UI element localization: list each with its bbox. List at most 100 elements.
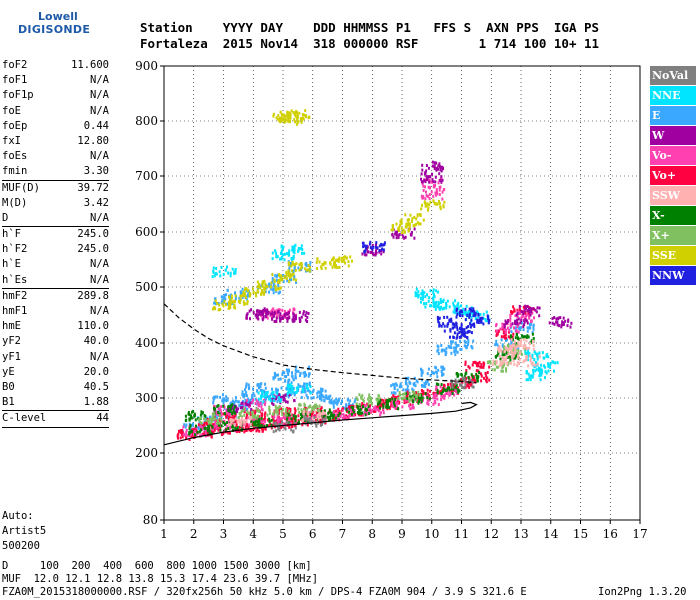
echo-point [258, 429, 261, 433]
echo-point [227, 417, 230, 421]
echo-point [209, 415, 211, 419]
echo-point [501, 322, 504, 326]
echo-point [271, 414, 274, 418]
echo-point [292, 414, 295, 418]
echo-point [374, 243, 377, 247]
echo-point [393, 391, 396, 395]
echo-point [472, 307, 475, 311]
echo-point [404, 388, 407, 392]
echo-point [386, 402, 389, 405]
echo-point [286, 279, 289, 283]
echo-point [292, 315, 295, 319]
y-tick-label: 700 [135, 169, 158, 183]
echo-point [434, 393, 437, 396]
echo-point [258, 415, 261, 419]
echo-point [229, 271, 232, 275]
echo-point [282, 414, 285, 418]
echo-point [441, 367, 444, 371]
param-value: 245.0 [77, 243, 109, 256]
echo-point [304, 314, 307, 317]
echo-point [424, 295, 427, 299]
param-row: h`F 245.0 [2, 227, 109, 242]
param-value: 40.5 [83, 380, 109, 393]
param-name: B1 [2, 396, 15, 409]
echo-point [501, 361, 504, 365]
echo-point [285, 312, 288, 316]
echo-point [436, 391, 439, 395]
echo-point [408, 395, 411, 399]
echo-point [500, 363, 503, 367]
echo-point [231, 300, 234, 304]
echo-point [319, 390, 322, 394]
echo-point [524, 348, 527, 352]
echo-point [297, 120, 300, 124]
echo-point [421, 163, 424, 167]
echo-point [328, 408, 331, 412]
echo-point [456, 313, 459, 317]
echo-point [266, 390, 269, 394]
echo-point [185, 437, 188, 441]
echo-point [393, 383, 396, 387]
echo-point [477, 369, 480, 373]
echo-point [288, 393, 291, 397]
param-value: 3.30 [83, 165, 109, 178]
echo-point [436, 375, 439, 379]
echo-point [311, 417, 314, 421]
echo-point [511, 322, 514, 326]
echo-point [221, 299, 224, 303]
echo-point [205, 430, 208, 434]
echo-point [246, 407, 249, 411]
legend-item: E [650, 106, 696, 126]
echo-point [413, 215, 416, 219]
echo-point [391, 224, 394, 227]
echo-point [271, 251, 274, 255]
echo-point [188, 430, 191, 434]
echo-point [423, 291, 426, 295]
echo-point [421, 289, 424, 293]
echo-point [211, 275, 214, 279]
echo-point [304, 390, 307, 394]
echo-point [341, 408, 344, 412]
echo-point [426, 208, 429, 212]
echo-point [336, 402, 339, 406]
echo-point [222, 272, 225, 276]
echo-point [464, 334, 467, 338]
echo-point [262, 417, 265, 421]
echo-point [225, 293, 228, 297]
echo-point [557, 317, 559, 321]
param-value: 3.42 [83, 196, 109, 209]
echo-point [371, 251, 374, 254]
echo-point [255, 429, 258, 433]
echo-point [194, 427, 197, 431]
echo-point [386, 405, 388, 409]
echo-point [340, 256, 343, 260]
echo-point [505, 328, 508, 332]
echo-point [329, 261, 332, 265]
echo-point [485, 380, 488, 384]
echo-point [280, 244, 283, 248]
echo-point [303, 382, 306, 386]
echo-point [256, 288, 259, 292]
echo-point [220, 405, 223, 409]
echo-point [255, 294, 258, 298]
echo-point [348, 414, 350, 418]
muf-row: MUF 12.0 12.1 12.8 13.8 15.3 17.4 23.6 3… [2, 573, 319, 585]
echo-point [308, 115, 311, 119]
echo-point [462, 331, 465, 335]
echo-point [453, 323, 456, 327]
echo-point [208, 418, 211, 421]
echo-point [460, 304, 462, 308]
echo-point [483, 376, 485, 380]
echo-point [212, 401, 215, 405]
echo-point [242, 409, 245, 413]
echo-point [556, 361, 559, 365]
echo-point [408, 391, 411, 395]
echo-point [447, 383, 449, 387]
echo-point [228, 303, 231, 307]
echo-point [502, 331, 505, 335]
echo-point [409, 381, 412, 385]
echo-point [538, 306, 541, 310]
echo-point [477, 375, 479, 379]
echo-point [277, 427, 280, 431]
echo-point [569, 325, 572, 329]
